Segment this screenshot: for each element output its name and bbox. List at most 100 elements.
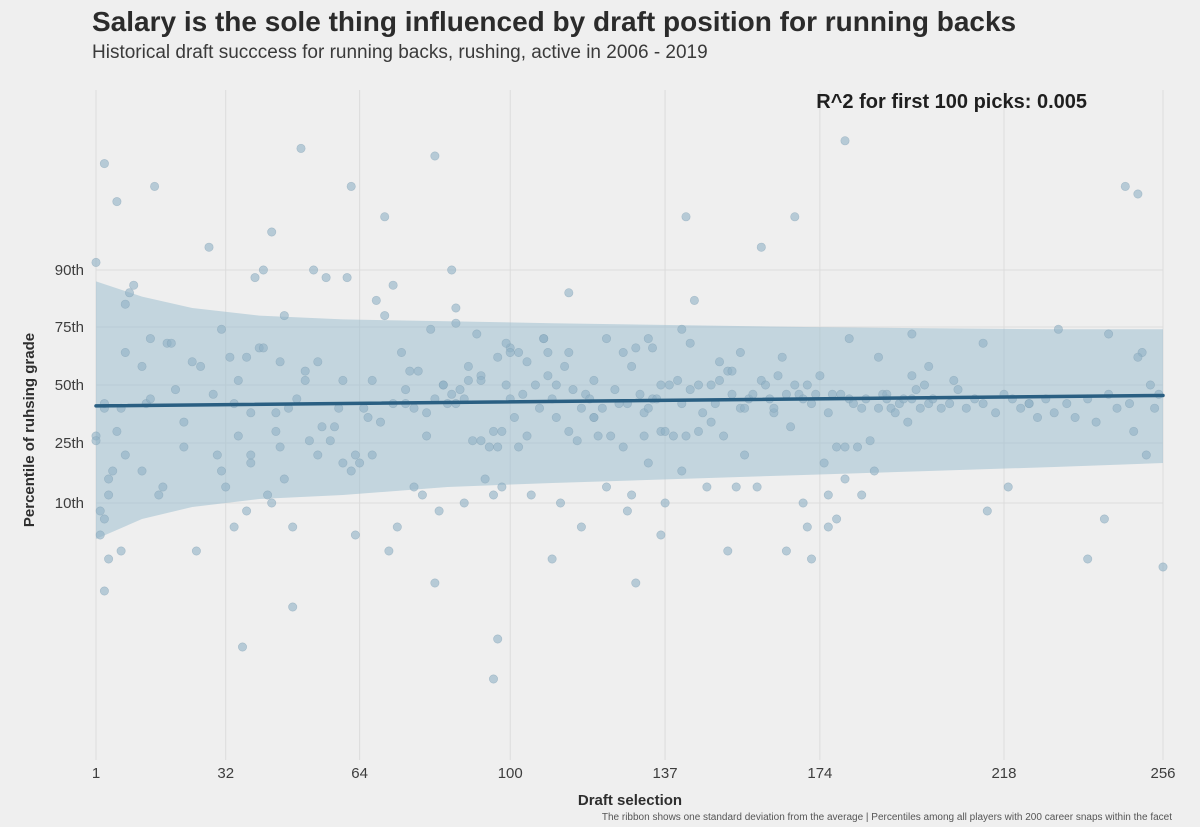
data-point — [217, 324, 227, 334]
data-point — [501, 380, 511, 390]
data-point — [476, 436, 486, 446]
data-point — [681, 212, 691, 222]
data-point — [233, 375, 243, 385]
data-point — [589, 375, 599, 385]
data-point — [844, 334, 854, 344]
data-point — [275, 442, 285, 452]
data-point — [430, 151, 440, 161]
data-point — [325, 436, 335, 446]
data-point — [869, 466, 879, 476]
data-point — [1141, 450, 1151, 460]
data-point — [476, 375, 486, 385]
data-point — [873, 403, 883, 413]
data-point — [919, 380, 929, 390]
data-point — [150, 181, 160, 191]
data-point — [451, 303, 461, 313]
data-point — [714, 375, 724, 385]
data-point — [112, 426, 122, 436]
data-point — [601, 334, 611, 344]
data-point — [145, 334, 155, 344]
data-point — [242, 506, 252, 516]
data-point — [714, 357, 724, 367]
chart-title: Salary is the sole thing influenced by d… — [92, 6, 1017, 37]
data-point — [522, 431, 532, 441]
x-tick-label: 1 — [92, 765, 100, 782]
data-point — [1049, 408, 1059, 418]
data-point — [279, 474, 289, 484]
data-point — [1016, 403, 1026, 413]
data-point — [120, 299, 130, 309]
data-point — [547, 554, 557, 564]
data-point — [275, 357, 285, 367]
data-point — [1120, 181, 1130, 191]
chart-caption: The ribbon shows one standard deviation … — [602, 812, 1172, 823]
data-point — [137, 361, 147, 371]
data-point — [681, 431, 691, 441]
data-point — [1083, 554, 1093, 564]
data-point — [430, 578, 440, 588]
data-point — [359, 403, 369, 413]
data-point — [380, 212, 390, 222]
data-point — [338, 375, 348, 385]
data-point — [158, 482, 168, 492]
y-axis-title: Percentile of ruhsing grade — [21, 333, 38, 527]
data-point — [99, 586, 109, 596]
data-point — [350, 450, 360, 460]
data-point — [392, 522, 402, 532]
data-point — [225, 352, 235, 362]
data-point — [706, 417, 716, 427]
data-point — [639, 431, 649, 441]
data-point — [438, 380, 448, 390]
data-point — [1033, 412, 1043, 422]
data-point — [380, 311, 390, 321]
data-point — [463, 361, 473, 371]
data-point — [924, 361, 934, 371]
y-tick-label: 90th — [55, 262, 84, 279]
data-point — [396, 347, 406, 357]
data-point — [568, 385, 578, 395]
data-point — [350, 530, 360, 540]
data-point — [740, 403, 750, 413]
data-point — [120, 347, 130, 357]
data-point — [459, 498, 469, 508]
data-point — [1112, 403, 1122, 413]
data-point — [593, 431, 603, 441]
data-point — [643, 403, 653, 413]
data-point — [108, 466, 118, 476]
data-point — [263, 490, 273, 500]
data-point — [727, 366, 737, 376]
data-point — [451, 318, 461, 328]
data-point — [99, 159, 109, 169]
data-point — [522, 357, 532, 367]
data-point — [806, 399, 816, 409]
data-point — [606, 431, 616, 441]
data-point — [936, 403, 946, 413]
data-point — [647, 343, 657, 353]
data-point — [865, 436, 875, 446]
data-point — [693, 426, 703, 436]
data-point — [790, 212, 800, 222]
data-point — [514, 347, 524, 357]
data-point — [95, 530, 105, 540]
data-point — [719, 431, 729, 441]
data-point — [409, 403, 419, 413]
data-point — [840, 136, 850, 146]
data-point — [781, 389, 791, 399]
data-point — [982, 506, 992, 516]
x-tick-label: 137 — [653, 765, 678, 782]
data-point — [493, 442, 503, 452]
data-point — [832, 442, 842, 452]
data-point — [288, 602, 298, 612]
data-point — [367, 375, 377, 385]
data-point — [1070, 412, 1080, 422]
data-point — [409, 482, 419, 492]
data-point — [346, 466, 356, 476]
data-point — [760, 380, 770, 390]
data-point — [317, 422, 327, 432]
data-point — [112, 197, 122, 207]
data-point — [271, 408, 281, 418]
data-point — [405, 366, 415, 376]
data-point — [338, 458, 348, 468]
chart-subtitle: Historical draft succcess for running ba… — [92, 42, 708, 63]
